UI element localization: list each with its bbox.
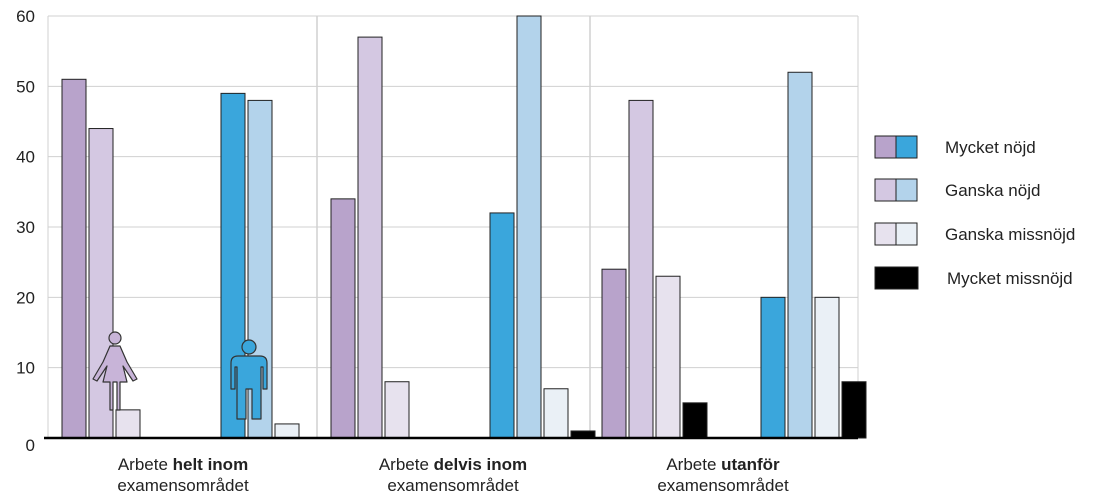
bar-män-2-2 (814, 296, 840, 439)
category-labels: Arbete helt inom examensområdet Arbete del… (117, 455, 789, 495)
bar-män-1-2 (787, 71, 813, 439)
y-tick-label: 40 (16, 148, 35, 167)
gridlines (47, 15, 859, 438)
category-label-line2: examensområdet (657, 476, 789, 495)
bar-män-0-2 (760, 296, 786, 439)
y-axis: 0 10 20 30 40 50 60 (16, 7, 35, 455)
bar-män-3-2 (841, 381, 867, 439)
bar-kvinnor-0-0 (61, 78, 87, 439)
bar-kvinnor-0-1 (330, 198, 356, 439)
category-label-line1: Arbete helt inom (118, 455, 248, 474)
legend: Mycket nöjd Ganska nöjd Ganska missnöjd Myc… (874, 135, 1075, 290)
legend-item: Mycket nöjd (874, 135, 1036, 159)
legend-swatch-kvinnor (874, 135, 897, 159)
male-figure-icon (230, 339, 268, 420)
bar-män-0-1 (489, 212, 515, 439)
y-tick-label: 50 (16, 77, 35, 96)
legend-label: Ganska missnöjd (945, 225, 1075, 244)
category-label-line1: Arbete utanför (666, 455, 780, 474)
legend-item: Ganska missnöjd (874, 222, 1075, 246)
gender-icons (92, 331, 268, 420)
bar-män-2-0 (274, 423, 300, 439)
bar-kvinnor-2-0 (115, 409, 141, 439)
category-bold-text: delvis inom (434, 455, 528, 474)
legend-swatch (874, 266, 919, 290)
category-prefix: Arbete (379, 455, 434, 474)
legend-label: Mycket nöjd (945, 138, 1036, 157)
legend-label: Ganska nöjd (945, 181, 1040, 200)
legend-item: Mycket missnöjd (874, 266, 1073, 290)
bar-kvinnor-2-2 (655, 275, 681, 439)
female-figure-icon (92, 331, 138, 411)
category-bold-text: helt inom (173, 455, 249, 474)
legend-item: Ganska nöjd (874, 178, 1040, 202)
category-prefix: Arbete (118, 455, 173, 474)
legend-swatch-man (895, 178, 918, 202)
y-tick-label: 0 (26, 436, 35, 455)
category-label-line2: examensområdet (117, 476, 249, 495)
bar-kvinnor-1-1 (357, 36, 383, 439)
bars (44, 15, 867, 440)
bar-kvinnor-3-2 (682, 402, 708, 439)
legend-label: Mycket missnöjd (947, 269, 1073, 288)
category-label-line2: examensområdet (387, 476, 519, 495)
y-tick-label: 20 (16, 288, 35, 307)
y-tick-label: 10 (16, 359, 35, 378)
legend-swatch-kvinnor (874, 222, 897, 246)
legend-swatch-kvinnor (874, 178, 897, 202)
category-label-line1: Arbete delvis inom (379, 455, 527, 474)
bar-män-2-1 (543, 388, 569, 439)
bar-kvinnor-2-1 (384, 381, 410, 439)
bar-kvinnor-1-2 (628, 99, 654, 439)
bar-kvinnor-1-0 (88, 128, 114, 439)
bar-män-1-1 (516, 15, 542, 439)
y-tick-label: 30 (16, 218, 35, 237)
category-prefix: Arbete (666, 455, 721, 474)
legend-swatch-man (895, 222, 918, 246)
legend-swatch-man (895, 135, 918, 159)
y-tick-label: 60 (16, 7, 35, 26)
category-bold-text: utanför (721, 455, 780, 474)
bar-kvinnor-0-2 (601, 268, 627, 439)
